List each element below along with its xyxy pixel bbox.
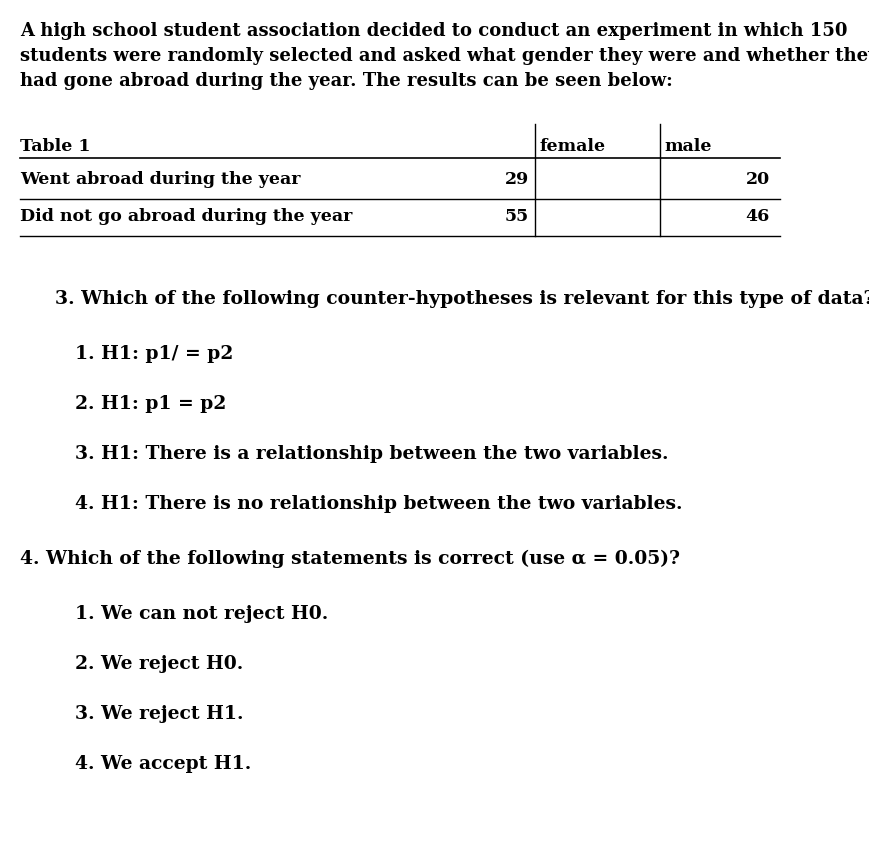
Text: 4. H1: There is no relationship between the two variables.: 4. H1: There is no relationship between …: [75, 495, 681, 513]
Text: female: female: [539, 138, 605, 154]
Text: 4. Which of the following statements is correct (use α = 0.05)?: 4. Which of the following statements is …: [20, 549, 680, 567]
Text: 55: 55: [504, 208, 528, 224]
Text: 3. We reject H1.: 3. We reject H1.: [75, 705, 243, 722]
Text: Table 1: Table 1: [20, 138, 90, 154]
Text: 1. H1: p1/ = p2: 1. H1: p1/ = p2: [75, 345, 233, 363]
Text: 3. H1: There is a relationship between the two variables.: 3. H1: There is a relationship between t…: [75, 444, 667, 462]
Text: 46: 46: [745, 208, 769, 224]
Text: 3. Which of the following counter-hypotheses is relevant for this type of data?: 3. Which of the following counter-hypoth…: [55, 290, 869, 308]
Text: male: male: [663, 138, 711, 154]
Text: 4. We accept H1.: 4. We accept H1.: [75, 754, 251, 772]
Text: 20: 20: [745, 171, 769, 188]
Text: 2. H1: p1 = p2: 2. H1: p1 = p2: [75, 395, 226, 413]
Text: A high school student association decided to conduct an experiment in which 150
: A high school student association decide…: [20, 22, 869, 90]
Text: Went abroad during the year: Went abroad during the year: [20, 171, 300, 188]
Text: Did not go abroad during the year: Did not go abroad during the year: [20, 208, 352, 224]
Text: 29: 29: [504, 171, 528, 188]
Text: 2. We reject H0.: 2. We reject H0.: [75, 654, 243, 672]
Text: 1. We can not reject H0.: 1. We can not reject H0.: [75, 604, 328, 623]
